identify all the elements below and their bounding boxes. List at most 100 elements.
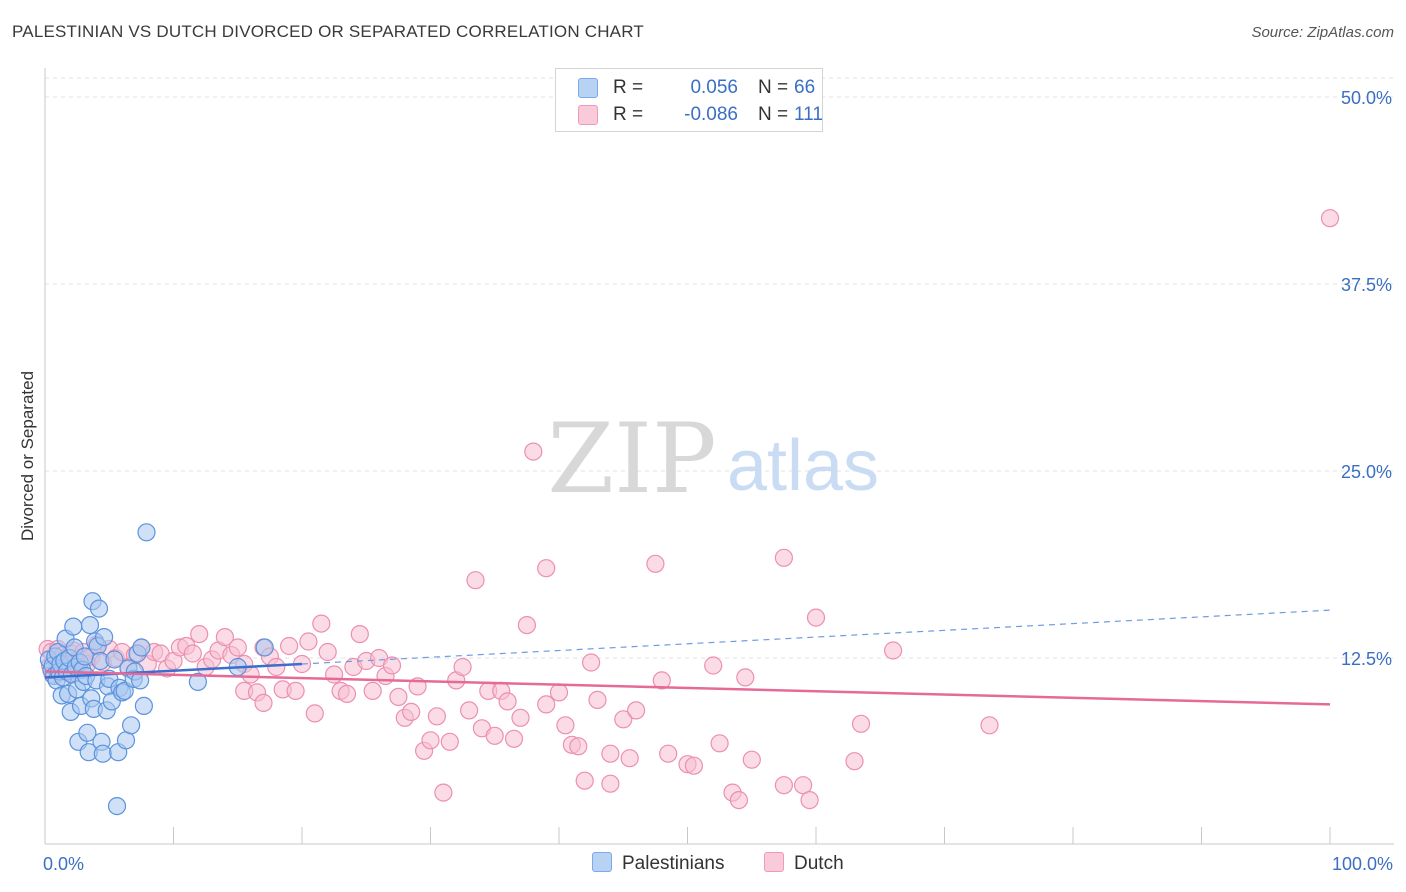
dutch-point	[980, 716, 999, 735]
x-tick-labels: 0.0% 100.0%	[43, 854, 1393, 874]
n-value: 111	[794, 104, 823, 125]
dutch-point	[710, 734, 729, 753]
dutch-trend	[44, 670, 1331, 706]
dutch-point	[382, 656, 402, 675]
palestinians-trend-solid	[44, 662, 303, 679]
dutch-point	[511, 708, 530, 727]
legend-label-dutch: Dutch	[794, 853, 844, 874]
y-tick-label: 50.0%	[1341, 88, 1392, 108]
dutch-point	[556, 716, 575, 735]
dutch-point	[254, 693, 273, 713]
dutch-point	[774, 548, 794, 567]
legend-swatch-palestinians	[578, 78, 598, 98]
dutch-point	[440, 732, 459, 751]
legend-swatch-dutch	[578, 105, 598, 125]
dutch-point	[704, 656, 723, 675]
dutch-point	[286, 681, 305, 701]
legend-label-palestinians: Palestinians	[622, 853, 725, 874]
dutch-point	[312, 614, 331, 633]
palestinian-point	[134, 696, 153, 716]
n-value: 66	[794, 77, 816, 98]
r-value: -0.086	[684, 104, 738, 125]
dutch-point	[601, 774, 620, 793]
dutch-point	[851, 714, 871, 733]
dutch-point	[652, 671, 671, 690]
dutch-point	[325, 665, 344, 684]
legend-stats: R = 0.056 N = 66 R = -0.086 N = 111	[555, 68, 823, 132]
dutch-point	[581, 653, 601, 672]
dutch-point	[588, 690, 607, 710]
dutch-point	[626, 701, 646, 720]
dutch-point	[267, 657, 286, 677]
dutch-point	[215, 627, 234, 647]
palestinian-points	[39, 523, 274, 816]
dutch-point	[337, 684, 357, 704]
n-label: N =	[758, 104, 789, 125]
dutch-point	[517, 615, 537, 635]
y-tick-labels: 12.5% 25.0% 37.5% 50.0%	[1341, 88, 1392, 669]
palestinian-point	[94, 627, 114, 647]
source-label: Source: ZipAtlas.com	[1251, 24, 1394, 41]
dutch-point	[1320, 209, 1340, 228]
dutch-point	[498, 692, 517, 711]
palestinian-point	[93, 744, 112, 763]
dutch-point	[793, 776, 813, 795]
legend-item-dutch: Dutch	[764, 852, 844, 875]
palestinian-point	[132, 638, 151, 657]
r-label: R =	[613, 104, 644, 125]
dutch-point	[684, 756, 704, 775]
trend-lines	[44, 609, 1331, 706]
axes	[44, 68, 1394, 845]
y-tick-label: 25.0%	[1341, 462, 1392, 482]
dutch-point	[736, 668, 755, 687]
dutch-point	[280, 636, 299, 656]
palestinian-point	[105, 650, 124, 669]
y-tick-label: 12.5%	[1341, 649, 1392, 669]
dutch-point	[575, 771, 594, 790]
dutch-point	[800, 790, 819, 810]
legend-swatch-palestinians	[592, 852, 612, 872]
dutch-point	[569, 737, 588, 756]
dutch-point	[504, 729, 524, 748]
watermark-atlas: atlas	[727, 426, 879, 506]
dutch-point	[421, 731, 440, 750]
dutch-point	[453, 657, 472, 677]
dutch-point	[620, 749, 639, 768]
dutch-point	[485, 726, 504, 745]
dutch-point	[228, 638, 247, 657]
palestinian-point	[122, 716, 141, 735]
r-label: R =	[613, 77, 644, 98]
grid-lines	[45, 77, 1394, 659]
dutch-point	[549, 683, 569, 702]
legend-swatch-dutch	[764, 852, 784, 872]
y-tick-label: 37.5%	[1341, 275, 1392, 295]
dutch-point	[659, 744, 678, 763]
dutch-point	[614, 710, 633, 729]
watermark-zip: ZIP	[547, 403, 716, 515]
palestinian-point	[107, 796, 127, 816]
dutch-point	[402, 702, 421, 722]
palestinian-point	[80, 615, 100, 635]
dutch-point	[845, 752, 864, 771]
legend-item-palestinians: Palestinians	[592, 852, 724, 875]
dutch-point	[742, 750, 761, 769]
x-tick-label: 0.0%	[43, 854, 84, 874]
palestinian-point	[137, 523, 156, 542]
chart-title: PALESTINIAN VS DUTCH DIVORCED OR SEPARAT…	[12, 22, 644, 41]
dutch-point	[729, 790, 749, 810]
dutch-point	[299, 632, 318, 651]
dutch-point	[537, 695, 556, 714]
dutch-point	[524, 442, 543, 461]
n-label: N =	[758, 77, 789, 98]
y-axis-label: Divorced or Separated	[18, 370, 37, 542]
watermark: ZIP atlas	[547, 403, 879, 515]
dutch-point	[883, 641, 903, 660]
dutch-point	[646, 554, 665, 573]
x-tick-label: 100.0%	[1332, 854, 1393, 874]
dutch-point	[305, 704, 324, 723]
dutch-point	[806, 608, 826, 627]
dutch-point	[183, 644, 202, 663]
palestinian-point	[64, 617, 83, 636]
dutch-point	[318, 642, 337, 662]
